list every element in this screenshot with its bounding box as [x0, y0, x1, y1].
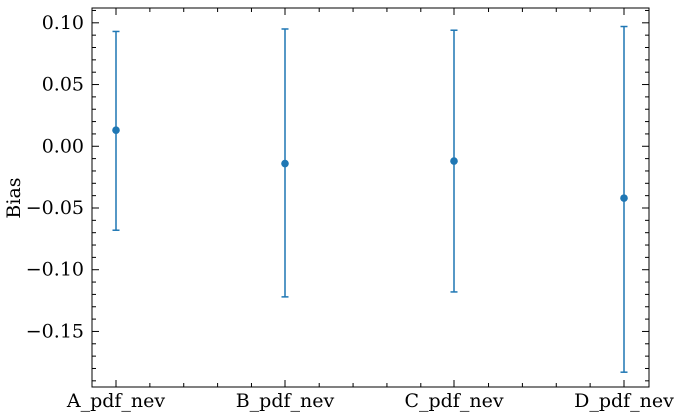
plot-frame — [91, 7, 650, 388]
y-tick-label: −0.15 — [26, 320, 84, 342]
x-tick-label: C_pdf_nev — [404, 390, 503, 412]
data-series — [112, 25, 628, 373]
data-point — [450, 157, 458, 165]
y-tick-label: −0.05 — [26, 197, 84, 219]
x-tick-label: D_pdf_nev — [574, 390, 674, 412]
y-tick-label: −0.10 — [26, 259, 84, 281]
data-point — [112, 126, 120, 135]
x-tick-label: A_pdf_nev — [66, 390, 166, 412]
data-point — [620, 194, 628, 202]
y-tick-label: 0.00 — [42, 135, 84, 157]
y-tick-label: 0.10 — [42, 12, 84, 34]
y-tick-label: 0.05 — [42, 74, 84, 96]
data-point — [281, 159, 289, 168]
tick-marks — [92, 8, 649, 387]
x-tick-label: B_pdf_nev — [236, 390, 335, 412]
y-tick-labels: 0.10 0.05 0.00 −0.05 −0.10 −0.15 — [26, 12, 84, 343]
y-axis-title: Bias — [3, 177, 25, 218]
x-tick-labels: A_pdf_nev B_pdf_nev C_pdf_nev D_pdf_nev — [66, 390, 674, 412]
